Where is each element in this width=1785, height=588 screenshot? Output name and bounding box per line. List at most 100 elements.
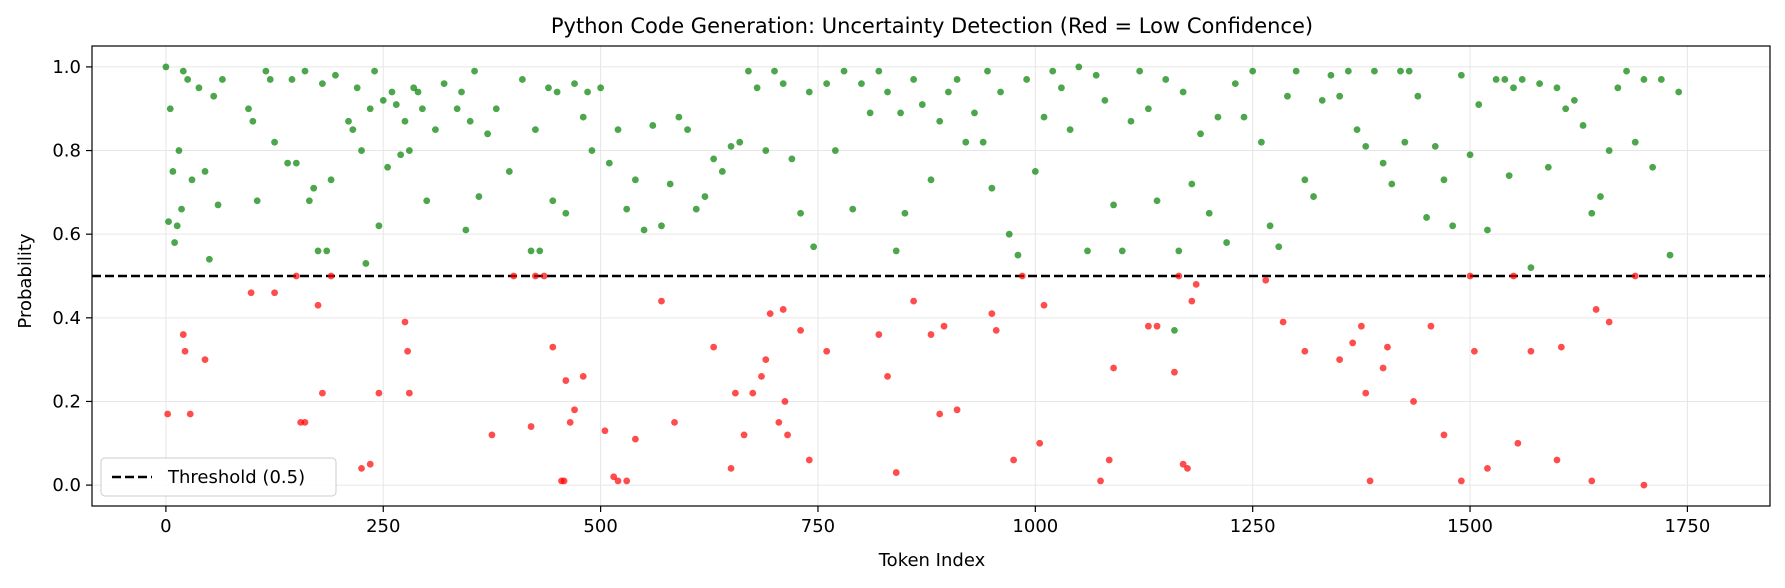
low-confidence-point <box>610 473 618 481</box>
high-confidence-point <box>588 147 596 154</box>
high-confidence-point <box>536 247 544 255</box>
low-confidence-point <box>1470 347 1478 355</box>
grid <box>92 46 1770 506</box>
low-confidence-point <box>405 389 413 397</box>
low-confidence-point <box>940 322 948 330</box>
low-confidence-point <box>1366 477 1374 485</box>
high-confidence-point <box>266 76 274 83</box>
high-confidence-point <box>401 117 409 125</box>
high-confidence-point <box>614 126 622 134</box>
high-confidence-point <box>453 105 461 113</box>
high-confidence-point <box>1614 84 1622 92</box>
high-confidence-point <box>253 197 261 205</box>
low-confidence-point <box>1262 276 1270 284</box>
high-confidence-point <box>188 176 196 184</box>
high-confidence-point <box>1397 67 1404 75</box>
low-confidence-point <box>1184 464 1191 472</box>
high-confidence-point <box>301 67 309 75</box>
high-confidence-point <box>518 76 526 83</box>
low-confidence-point <box>1018 272 1026 280</box>
high-confidence-point <box>423 197 431 205</box>
high-confidence-point <box>1014 251 1022 259</box>
high-confidence-point <box>727 142 735 150</box>
high-confidence-point <box>1501 76 1509 83</box>
high-confidence-point <box>1110 201 1117 209</box>
high-confidence-point <box>214 201 222 209</box>
low-confidence-point <box>614 477 622 485</box>
high-confidence-point <box>736 138 744 146</box>
high-confidence-point <box>195 84 203 92</box>
high-confidence-point <box>1249 67 1257 75</box>
high-confidence-point <box>323 247 331 255</box>
low-confidence-point <box>164 410 172 418</box>
high-confidence-point <box>327 176 335 184</box>
low-confidence-point <box>1640 481 1648 489</box>
low-confidence-point <box>1336 356 1344 364</box>
low-confidence-point <box>1427 322 1435 330</box>
x-tick-label: 250 <box>366 516 400 537</box>
high-confidence-point <box>292 159 300 167</box>
high-confidence-point <box>471 67 478 75</box>
low-confidence-point <box>292 272 300 280</box>
high-confidence-point <box>179 67 187 75</box>
low-confidence-point <box>671 418 678 426</box>
high-confidence-point <box>305 197 313 205</box>
y-tick-label: 0.8 <box>52 141 81 162</box>
high-confidence-point <box>1484 226 1491 234</box>
high-confidence-point <box>1275 243 1283 251</box>
low-confidence-point <box>527 423 535 430</box>
high-confidence-point <box>162 63 170 71</box>
x-tick-label: 500 <box>583 516 617 537</box>
high-confidence-point <box>432 126 439 134</box>
low-confidence-point <box>1144 322 1152 330</box>
high-confidence-point <box>1423 214 1430 221</box>
high-confidence-point <box>1049 67 1057 75</box>
high-confidence-point <box>1362 142 1370 150</box>
low-confidence-point <box>1631 272 1639 280</box>
low-confidence-point <box>1110 364 1117 372</box>
high-confidence-point <box>1544 163 1552 171</box>
high-confidence-point <box>345 117 352 125</box>
high-confidence-point <box>640 226 648 234</box>
high-confidence-point <box>466 117 474 125</box>
low-confidence-point <box>601 427 609 435</box>
high-confidence-point <box>1179 88 1187 96</box>
high-confidence-point <box>1492 76 1500 83</box>
low-confidence-point <box>1171 368 1178 376</box>
low-confidence-point <box>892 469 900 476</box>
high-confidence-point <box>1197 130 1204 138</box>
high-confidence-point <box>462 226 470 234</box>
low-confidence-point <box>784 431 791 439</box>
high-confidence-point <box>1405 67 1413 75</box>
x-tick-label: 1500 <box>1447 516 1493 537</box>
high-confidence-point <box>1440 176 1448 184</box>
high-confidence-point <box>884 88 891 96</box>
high-confidence-point <box>205 255 213 263</box>
high-confidence-point <box>805 88 813 96</box>
chart-title: Python Code Generation: Uncertainty Dete… <box>551 14 1313 38</box>
high-confidence-point <box>178 205 185 213</box>
high-confidence-point <box>245 105 252 113</box>
low-confidence-point <box>1040 301 1048 309</box>
low-confidence-point <box>540 272 548 280</box>
low-confidence-point <box>1440 431 1448 439</box>
low-confidence-point <box>1036 439 1044 447</box>
x-tick-label: 0 <box>160 516 171 537</box>
high-confidence-point <box>971 109 978 117</box>
high-confidence-point <box>562 209 570 217</box>
high-confidence-point <box>710 155 718 163</box>
y-tick-label: 0.4 <box>52 308 81 329</box>
low-confidence-point <box>1592 306 1600 313</box>
high-confidence-point <box>918 101 926 108</box>
high-confidence-point <box>936 117 944 125</box>
high-confidence-point <box>1153 197 1161 205</box>
high-confidence-point <box>332 71 339 79</box>
high-confidence-point <box>1597 193 1604 200</box>
low-confidence-point <box>1553 456 1561 464</box>
high-confidence-point <box>249 117 257 125</box>
high-confidence-point <box>1336 92 1344 100</box>
high-confidence-point <box>1118 247 1126 255</box>
high-confidence-point <box>1388 180 1396 188</box>
low-confidence-point <box>358 464 365 472</box>
high-confidence-point <box>962 138 970 146</box>
